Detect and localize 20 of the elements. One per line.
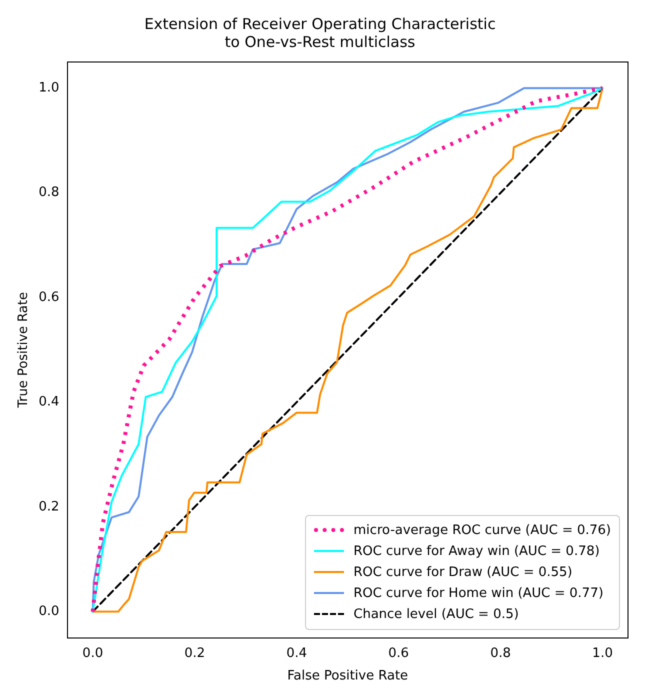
legend-label: micro-average ROC curve (AUC = 0.76) [354,522,611,540]
legend-label: ROC curve for Home win (AUC = 0.77) [354,584,604,603]
x-tick-label: 0.0 [82,646,104,661]
y-tick-label: 0.0 [38,604,60,619]
legend-label: ROC curve for Away win (AUC = 0.78) [354,542,600,561]
legend-label: Chance level (AUC = 0.5) [354,606,519,624]
chart-title: Extension of Receiver Operating Characteristic to One-vs-Rest multiclass [144,14,496,51]
x-tick-label: 0.8 [490,646,511,661]
y-tick-label: 0.2 [38,499,60,514]
x-tick-label: 0.4 [286,646,308,661]
y-tick-label: 1.0 [38,80,60,96]
y-axis-title: True Positive Rate [16,292,32,409]
y-tick-label: 0.6 [38,290,60,305]
x-tick-label: 1.0 [592,646,613,661]
x-tick-label: 0.2 [184,646,206,661]
y-tick-label: 0.8 [38,185,60,200]
x-tick-label: 0.6 [388,646,409,661]
x-axis-title: False Positive Rate [287,668,408,684]
legend-label: ROC curve for Draw (AUC = 0.55) [354,564,572,582]
y-tick-label: 0.4 [38,394,60,410]
